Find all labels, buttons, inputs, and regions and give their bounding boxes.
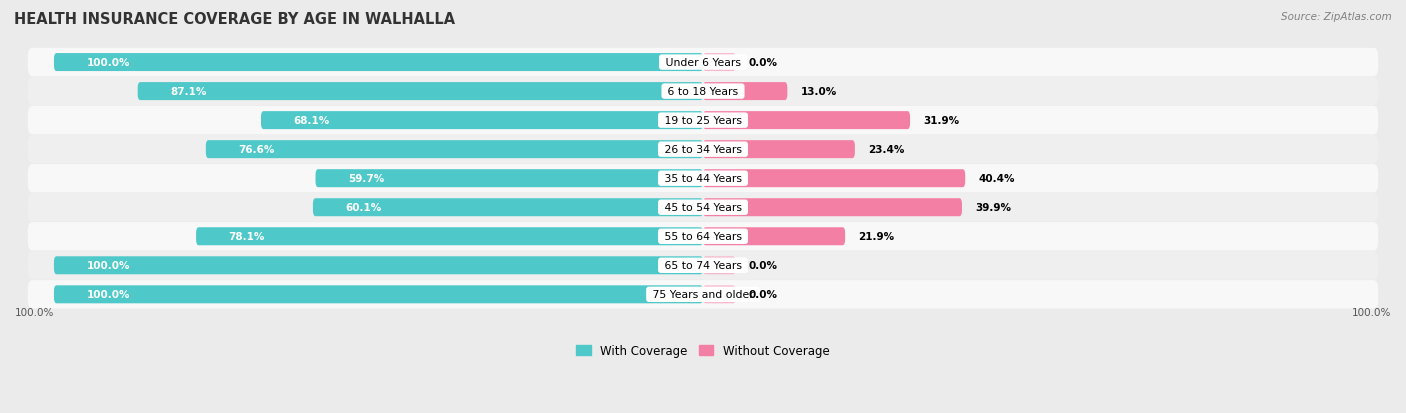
Text: 100.0%: 100.0% — [1351, 307, 1391, 317]
FancyBboxPatch shape — [703, 228, 845, 246]
Text: 19 to 25 Years: 19 to 25 Years — [661, 116, 745, 126]
Text: 100.0%: 100.0% — [86, 261, 129, 271]
Text: 40.4%: 40.4% — [979, 174, 1015, 184]
Text: 87.1%: 87.1% — [170, 87, 207, 97]
FancyBboxPatch shape — [703, 83, 787, 101]
Text: 59.7%: 59.7% — [347, 174, 384, 184]
Text: 39.9%: 39.9% — [974, 203, 1011, 213]
FancyBboxPatch shape — [703, 286, 735, 304]
FancyBboxPatch shape — [53, 286, 703, 304]
Text: 100.0%: 100.0% — [15, 307, 55, 317]
FancyBboxPatch shape — [205, 141, 703, 159]
Text: 75 Years and older: 75 Years and older — [650, 290, 756, 299]
Text: 45 to 54 Years: 45 to 54 Years — [661, 203, 745, 213]
Text: 26 to 34 Years: 26 to 34 Years — [661, 145, 745, 155]
FancyBboxPatch shape — [315, 170, 703, 188]
FancyBboxPatch shape — [28, 223, 1378, 251]
Text: 0.0%: 0.0% — [748, 261, 778, 271]
Text: 21.9%: 21.9% — [858, 232, 894, 242]
FancyBboxPatch shape — [703, 112, 910, 130]
FancyBboxPatch shape — [28, 164, 1378, 193]
Text: 55 to 64 Years: 55 to 64 Years — [661, 232, 745, 242]
FancyBboxPatch shape — [703, 170, 965, 188]
Text: 68.1%: 68.1% — [294, 116, 329, 126]
FancyBboxPatch shape — [28, 107, 1378, 135]
Text: 23.4%: 23.4% — [868, 145, 904, 155]
FancyBboxPatch shape — [28, 49, 1378, 77]
Legend: With Coverage, Without Coverage: With Coverage, Without Coverage — [572, 339, 834, 362]
FancyBboxPatch shape — [262, 112, 703, 130]
FancyBboxPatch shape — [28, 280, 1378, 309]
FancyBboxPatch shape — [28, 252, 1378, 280]
FancyBboxPatch shape — [28, 194, 1378, 222]
Text: Under 6 Years: Under 6 Years — [662, 58, 744, 68]
FancyBboxPatch shape — [53, 256, 703, 275]
Text: 13.0%: 13.0% — [800, 87, 837, 97]
FancyBboxPatch shape — [138, 83, 703, 101]
FancyBboxPatch shape — [53, 54, 703, 72]
FancyBboxPatch shape — [703, 199, 962, 217]
Text: 100.0%: 100.0% — [86, 290, 129, 299]
Text: 78.1%: 78.1% — [229, 232, 264, 242]
Text: 6 to 18 Years: 6 to 18 Years — [664, 87, 742, 97]
Text: 60.1%: 60.1% — [346, 203, 381, 213]
Text: Source: ZipAtlas.com: Source: ZipAtlas.com — [1281, 12, 1392, 22]
Text: 0.0%: 0.0% — [748, 58, 778, 68]
FancyBboxPatch shape — [195, 228, 703, 246]
FancyBboxPatch shape — [28, 135, 1378, 164]
FancyBboxPatch shape — [703, 141, 855, 159]
Text: 35 to 44 Years: 35 to 44 Years — [661, 174, 745, 184]
FancyBboxPatch shape — [703, 256, 735, 275]
Text: 76.6%: 76.6% — [238, 145, 274, 155]
Text: 100.0%: 100.0% — [86, 58, 129, 68]
Text: 31.9%: 31.9% — [922, 116, 959, 126]
Text: 0.0%: 0.0% — [748, 290, 778, 299]
FancyBboxPatch shape — [314, 199, 703, 217]
Text: HEALTH INSURANCE COVERAGE BY AGE IN WALHALLA: HEALTH INSURANCE COVERAGE BY AGE IN WALH… — [14, 12, 456, 27]
FancyBboxPatch shape — [703, 54, 735, 72]
Text: 65 to 74 Years: 65 to 74 Years — [661, 261, 745, 271]
FancyBboxPatch shape — [28, 78, 1378, 106]
